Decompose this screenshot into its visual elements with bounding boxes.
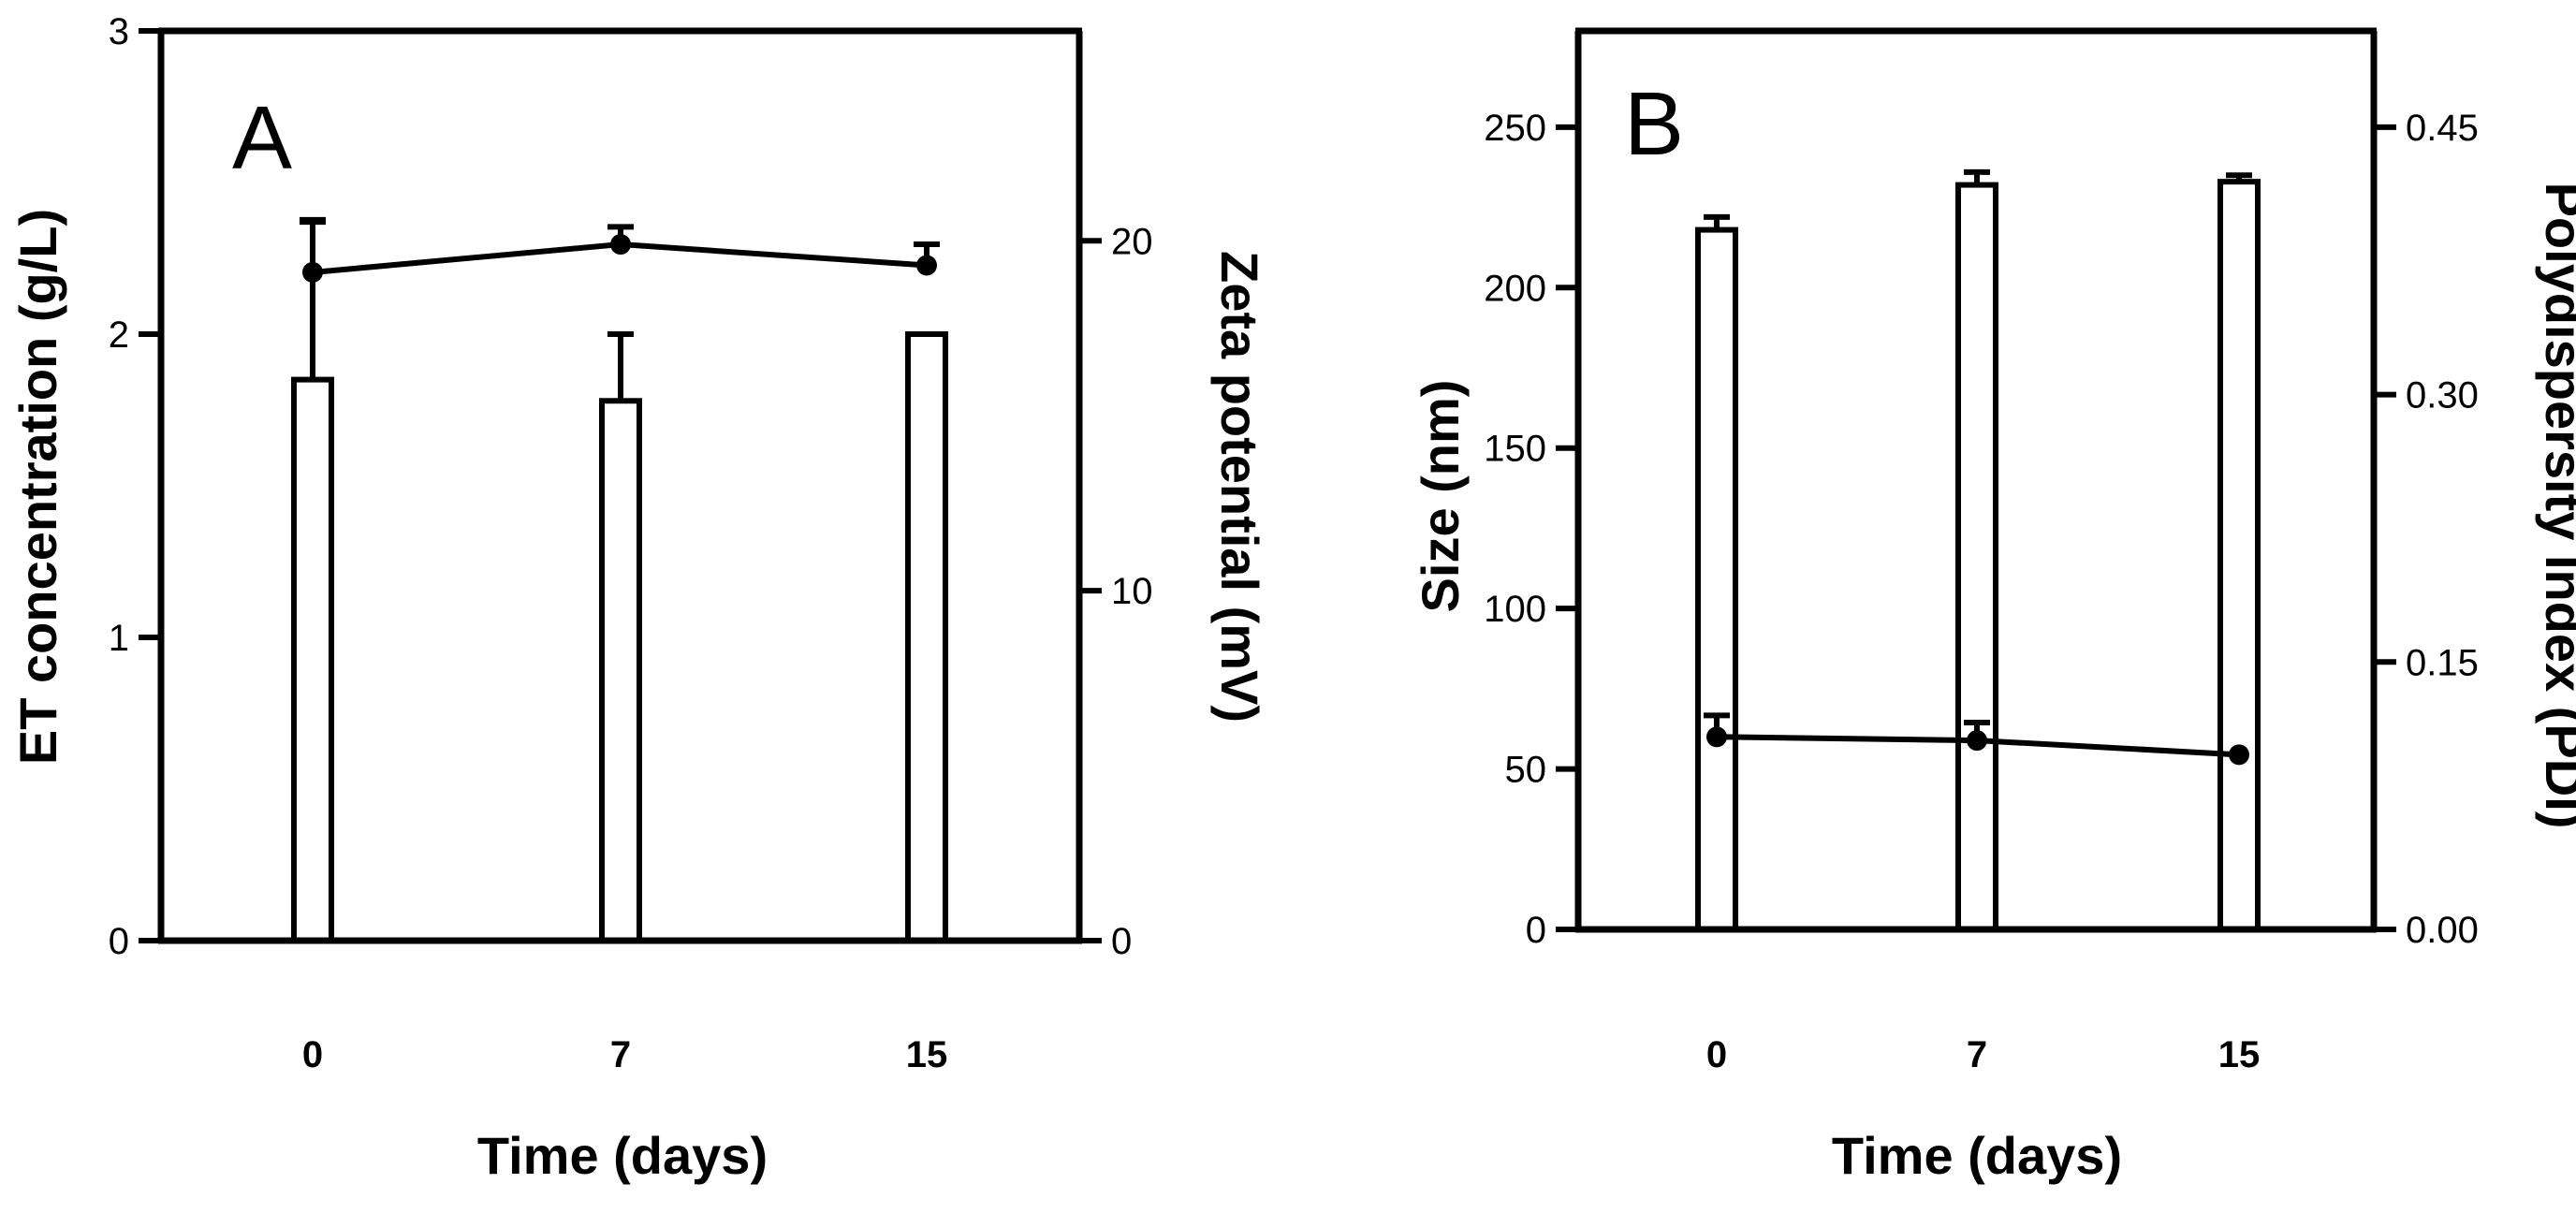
left-tick-label: 0: [1526, 910, 1546, 951]
panel-letter: B: [1624, 74, 1684, 174]
bar: [905, 331, 948, 943]
data-point: [302, 261, 323, 283]
x-axis-label: Time (days): [1832, 1126, 2122, 1185]
bar: [291, 376, 334, 944]
data-point: [1967, 730, 1987, 752]
panel-letter: A: [232, 88, 292, 188]
left-tick-label: 2: [109, 314, 129, 356]
right-tick-label: 0.30: [2406, 375, 2479, 417]
data-point: [610, 234, 631, 256]
left-tick-label: 1: [109, 618, 129, 659]
data-point: [916, 255, 937, 276]
y-axis-label-right: Zeta potential (mV): [1210, 251, 1269, 723]
left-tick-label: 250: [1484, 108, 1546, 149]
left-tick-label: 150: [1484, 429, 1546, 470]
left-tick-label: 0: [109, 921, 129, 962]
data-point: [1706, 726, 1727, 748]
bar: [599, 398, 642, 943]
y-axis-label-right: Polydispersity Index (PDI): [2535, 183, 2576, 829]
left-tick-label: 50: [1505, 750, 1547, 791]
right-tick-label: 0.00: [2406, 910, 2479, 951]
bar: [1695, 227, 1738, 933]
x-tick-label: 0: [1706, 1034, 1727, 1075]
x-tick-label: 7: [1967, 1034, 1987, 1075]
bar: [1955, 182, 1998, 933]
x-tick-label: 15: [906, 1034, 948, 1075]
right-tick-label: 20: [1111, 221, 1153, 262]
right-tick-label: 10: [1111, 571, 1153, 612]
left-tick-label: 3: [109, 11, 129, 52]
bar: [2217, 179, 2261, 932]
x-axis-label: Time (days): [477, 1126, 768, 1185]
right-tick-label: 0.15: [2406, 642, 2479, 683]
panel-b: 0 50 100 150 200 250 0.00 0.15 0.30 0.45 0 7 15 B Time…: [1411, 27, 2576, 1185]
right-tick-label: 0: [1111, 921, 1132, 962]
x-tick-label: 0: [302, 1034, 323, 1075]
left-tick-label: 100: [1484, 589, 1546, 630]
x-tick-label: 7: [610, 1034, 631, 1075]
x-tick-label: 15: [2218, 1034, 2261, 1075]
right-tick-label: 0.45: [2406, 108, 2479, 149]
panel-a: 0 1 2 3 0 10 20 0 7 15 A Time (days) ET concentratio…: [8, 11, 1269, 1185]
y-axis-label-left: Size (nm): [1411, 380, 1470, 613]
data-point: [2229, 744, 2249, 766]
left-tick-label: 200: [1484, 268, 1546, 309]
y-axis-label-left: ET concentration (g/L): [8, 209, 67, 765]
